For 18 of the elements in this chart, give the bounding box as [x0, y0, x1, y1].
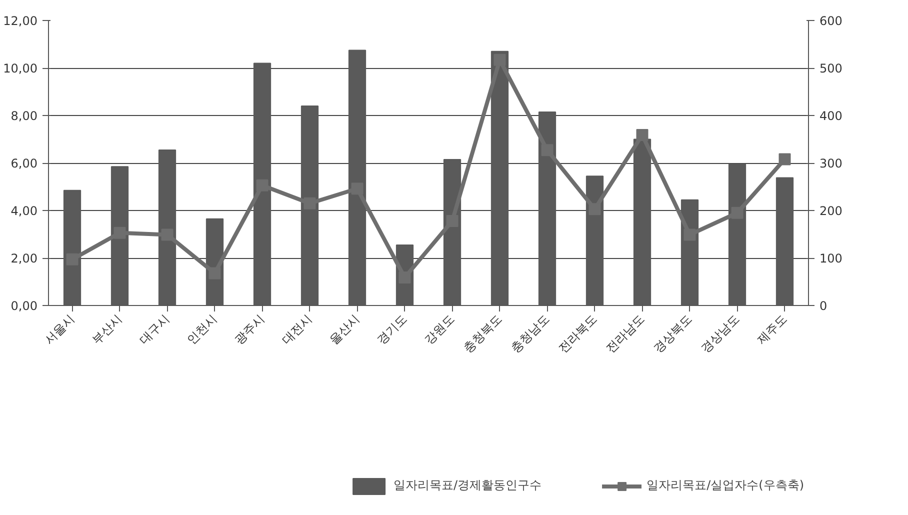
legend-label: 일자리목표/실업자수(우측축)	[646, 477, 804, 494]
y-tick-label: 0,00	[10, 299, 38, 313]
y2-tick-label: 100	[820, 252, 842, 266]
y-tick-label: 6,00	[10, 156, 38, 170]
y-tick-label: 2,00	[10, 252, 38, 266]
y2-tick-label: 400	[820, 109, 842, 123]
y2-tick-label: 300	[820, 156, 842, 170]
point	[778, 153, 791, 166]
y-tick-label: 10,00	[3, 62, 38, 76]
y2-tick-label: 200	[820, 204, 842, 218]
y-tick-label: 4,00	[10, 204, 38, 218]
y-tick-label: 8,00	[10, 109, 38, 123]
legend-label: 일자리목표/경제활동인구수	[394, 477, 542, 494]
y2-tick-label: 0	[820, 299, 828, 313]
y2-tick-label: 600	[820, 14, 842, 28]
y-tick-label: 12,00	[3, 14, 38, 28]
point	[636, 128, 648, 141]
y2-tick-label: 500	[820, 62, 842, 76]
